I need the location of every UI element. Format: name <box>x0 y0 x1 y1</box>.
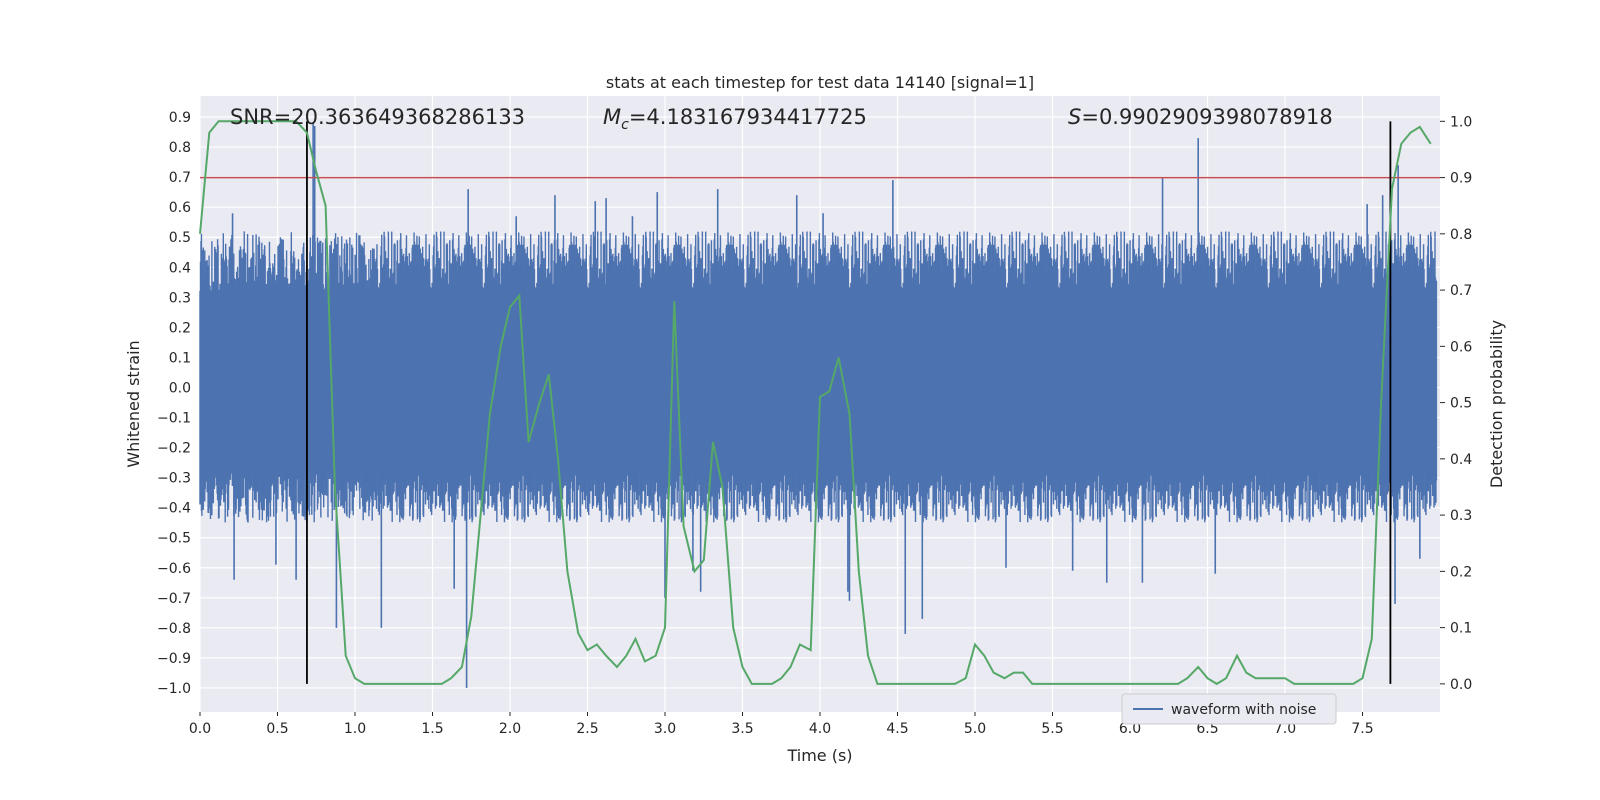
x-tick-label: 7.0 <box>1274 721 1296 737</box>
y-left-tick-label: 0.9 <box>169 110 191 126</box>
y-left-tick-label: −0.9 <box>157 651 191 667</box>
x-tick-label: 0.0 <box>189 721 211 737</box>
y-axis-right: 1.0 0.9 0.8 0.7 0.6 0.5 0.4 0.3 0.2 0.1 0.0 <box>1440 114 1472 693</box>
x-axis-label: Time (s) <box>786 746 852 765</box>
y-left-tick-label: 0.1 <box>169 350 191 366</box>
x-tick-label: 3.5 <box>731 721 753 737</box>
y-left-tick-label: −0.2 <box>157 441 191 457</box>
y-axis-left-label: Whitened strain <box>124 340 143 467</box>
y-left-tick-label: 0.3 <box>169 290 191 306</box>
x-tick-label: 7.5 <box>1351 721 1373 737</box>
y-left-tick-label: −0.1 <box>157 411 191 427</box>
legend: waveform with noise <box>1121 693 1337 725</box>
y-left-tick-label: −0.8 <box>157 621 191 637</box>
y-right-tick-label: 0.3 <box>1450 508 1472 524</box>
x-tick-label: 6.0 <box>1119 721 1141 737</box>
y-left-tick-label: 0.4 <box>169 260 191 276</box>
snr-annotation: SNR=20.363649368286133 <box>230 105 525 129</box>
y-left-tick-label: 0.6 <box>169 200 191 216</box>
y-right-tick-label: 0.7 <box>1450 283 1472 299</box>
y-left-tick-label: −0.3 <box>157 471 191 487</box>
waveform-strokes <box>199 231 1438 523</box>
y-right-tick-label: 0.4 <box>1450 452 1472 468</box>
y-axis-left: 0.9 0.8 0.7 0.6 0.5 0.4 0.3 0.2 0.1 0.0 −0.1 −0.2 −0… <box>157 110 191 697</box>
y-right-tick-label: 0.8 <box>1450 227 1472 243</box>
waveform-series <box>199 123 1438 688</box>
y-right-tick-label: 0.2 <box>1450 564 1472 580</box>
y-right-tick-label: 0.1 <box>1450 621 1472 637</box>
chart-title: stats at each timestep for test data 141… <box>606 73 1034 92</box>
chirp-mass-value: =4.183167934417725 <box>629 105 867 129</box>
y-right-tick-label: 0.6 <box>1450 339 1472 355</box>
y-left-tick-label: −0.5 <box>157 531 191 547</box>
probability-series <box>199 120 1432 686</box>
chirp-mass-annotation: Mc=4.183167934417725 <box>603 105 867 133</box>
y-left-tick-label: −1.0 <box>157 681 191 697</box>
x-tick-label: 2.0 <box>499 721 521 737</box>
x-axis: 0.0 0.5 1.0 1.5 2.0 2.5 3.0 3.5 4.0 4.5 5.0 5.5 6.0 6… <box>189 712 1374 737</box>
chirp-mass-symbol: M <box>603 105 621 129</box>
legend-box <box>1121 693 1337 725</box>
x-tick-label: 5.0 <box>964 721 986 737</box>
x-tick-label: 5.5 <box>1041 721 1063 737</box>
x-tick-label: 4.5 <box>886 721 908 737</box>
x-tick-label: 1.0 <box>344 721 366 737</box>
y-left-tick-label: 0.0 <box>169 380 191 396</box>
y-left-tick-label: −0.4 <box>157 501 191 517</box>
x-tick-label: 3.0 <box>654 721 676 737</box>
probability-line <box>199 120 1432 686</box>
score-value: =0.9902909398078918 <box>1081 105 1332 129</box>
y-right-tick-label: 0.5 <box>1450 396 1472 412</box>
y-right-tick-label: 0.0 <box>1450 677 1472 693</box>
y-left-tick-label: −0.7 <box>157 591 191 607</box>
y-axis-right-label: Detection probability <box>1487 320 1506 488</box>
y-left-tick-label: 0.8 <box>169 140 191 156</box>
x-tick-label: 0.5 <box>266 721 288 737</box>
x-tick-label: 2.5 <box>576 721 598 737</box>
x-tick-label: 4.0 <box>809 721 831 737</box>
x-tick-label: 1.5 <box>421 721 443 737</box>
y-left-tick-label: 0.7 <box>169 170 191 186</box>
y-right-tick-label: 0.9 <box>1450 171 1472 187</box>
y-left-tick-label: −0.6 <box>157 561 191 577</box>
y-left-tick-label: 0.2 <box>169 320 191 336</box>
score-symbol: S <box>1068 105 1081 129</box>
y-right-tick-label: 1.0 <box>1450 114 1472 130</box>
chirp-mass-subscript: c <box>621 117 629 133</box>
x-tick-label: 6.5 <box>1196 721 1218 737</box>
legend-entry: waveform with noise <box>1171 702 1316 718</box>
score-annotation: S=0.9902909398078918 <box>1068 105 1333 129</box>
y-left-tick-label: 0.5 <box>169 230 191 246</box>
